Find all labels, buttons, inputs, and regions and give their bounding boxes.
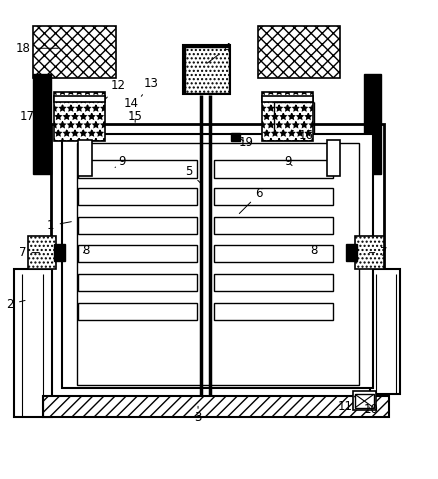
Bar <box>14 269 52 417</box>
Bar <box>353 391 376 410</box>
Bar <box>258 26 340 78</box>
Text: 6: 6 <box>239 187 263 214</box>
Text: 19: 19 <box>239 136 254 149</box>
Bar <box>51 124 384 397</box>
Bar <box>185 46 229 93</box>
Bar <box>214 188 332 205</box>
Bar <box>214 160 332 178</box>
Bar <box>78 140 92 176</box>
Text: 17: 17 <box>19 110 42 134</box>
Text: 16: 16 <box>292 129 314 142</box>
Text: 15: 15 <box>128 110 143 123</box>
Bar <box>78 245 197 262</box>
Bar <box>262 92 313 141</box>
Bar <box>78 274 197 291</box>
Text: 5: 5 <box>186 165 201 183</box>
Bar <box>214 303 332 320</box>
Bar <box>355 236 384 269</box>
Text: 4: 4 <box>207 42 231 63</box>
Bar <box>364 74 381 174</box>
Bar <box>327 140 340 176</box>
Text: 11: 11 <box>338 396 355 413</box>
Bar <box>54 96 106 102</box>
Text: 10: 10 <box>364 403 378 416</box>
Text: 18: 18 <box>16 42 58 55</box>
Text: 7: 7 <box>19 246 39 259</box>
Text: 3: 3 <box>194 406 202 424</box>
Bar <box>33 26 117 78</box>
Bar <box>262 96 313 102</box>
Text: 9: 9 <box>284 155 292 168</box>
Bar <box>214 274 332 291</box>
Text: 14: 14 <box>124 97 138 113</box>
Bar <box>77 143 359 385</box>
Text: 7: 7 <box>369 246 388 259</box>
Bar <box>78 217 197 234</box>
Bar <box>78 188 197 205</box>
Bar <box>78 303 197 320</box>
Bar <box>183 45 230 94</box>
Text: 12: 12 <box>106 80 126 99</box>
Bar <box>54 244 65 262</box>
Bar <box>28 236 56 269</box>
Text: 2: 2 <box>7 297 25 310</box>
Bar <box>346 244 357 262</box>
Bar <box>62 134 373 388</box>
Text: 8: 8 <box>311 244 318 257</box>
Text: 1: 1 <box>47 219 71 232</box>
Bar <box>78 160 197 178</box>
Text: 8: 8 <box>82 244 89 257</box>
Bar <box>355 395 374 408</box>
Bar <box>214 245 332 262</box>
Bar <box>370 269 400 394</box>
Bar <box>231 133 240 141</box>
Bar <box>43 396 389 417</box>
Text: 13: 13 <box>141 77 159 96</box>
Bar <box>33 74 51 174</box>
Bar <box>54 92 106 141</box>
Text: 9: 9 <box>115 155 126 168</box>
Bar <box>214 217 332 234</box>
